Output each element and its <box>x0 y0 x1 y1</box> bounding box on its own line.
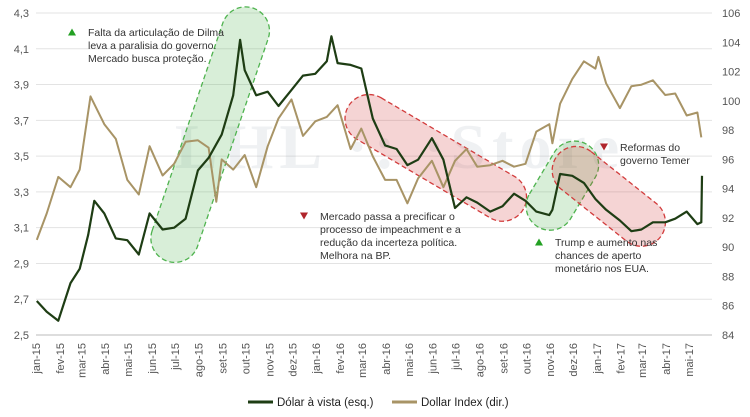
annotation-line: Mercado passa a precificar o <box>320 211 455 223</box>
x-tick: set-15 <box>217 343 229 374</box>
y-tick-left: 4,1 <box>14 44 29 56</box>
legend-label-dollar-index: Dollar Index (dir.) <box>421 397 509 409</box>
highlight-periods <box>150 6 667 264</box>
series-line-dollar-index <box>35 55 703 241</box>
x-tick: jun-16 <box>428 343 440 375</box>
y-tick-left: 2,5 <box>14 330 29 342</box>
y-tick-right: 90 <box>722 242 734 254</box>
x-tick: dez-16 <box>568 343 580 377</box>
annotation-text: Trump e aumento nas chances de aperto mone… <box>555 237 657 275</box>
down-triangle-icon <box>300 212 308 220</box>
y-tick-left: 3,1 <box>14 223 29 235</box>
y-tick-left: 3,9 <box>14 80 29 92</box>
legend-label-dolar: Dólar à vista (esq.) <box>277 397 374 409</box>
gridlines <box>36 12 712 336</box>
annotation-line: leva a paralisia do governo. <box>88 40 216 52</box>
x-tick: abr-17 <box>661 343 673 375</box>
y-tick-right: 94 <box>722 184 734 196</box>
x-tick: dez-15 <box>287 343 299 377</box>
x-tick: fev-16 <box>335 343 347 374</box>
x-tick: abr-15 <box>100 343 112 375</box>
x-tick: set-16 <box>498 343 510 374</box>
annotation-line: redução da incerteza política. <box>320 237 457 249</box>
y-tick-right: 88 <box>722 271 734 283</box>
x-tick: mar-16 <box>357 343 369 378</box>
y-tick-left: 4,3 <box>14 8 29 20</box>
y-tick-left: 2,9 <box>14 258 29 270</box>
y-tick-right: 84 <box>722 330 734 342</box>
x-tick: out-15 <box>240 343 252 374</box>
x-tick: nov-16 <box>545 343 557 377</box>
down-triangle-icon <box>600 143 608 151</box>
y-tick-right: 92 <box>722 213 734 225</box>
y-tick-left: 2,7 <box>14 294 29 306</box>
highlight-capsule <box>150 6 271 264</box>
up-triangle-icon <box>535 238 543 246</box>
annotation-line: Falta da articulação de Dilma <box>88 27 224 39</box>
watermark-text: LHL ·: ·Store <box>175 111 625 182</box>
x-tick: ago-16 <box>475 343 487 377</box>
highlight-capsule <box>551 145 667 247</box>
y-tick-right: 104 <box>722 37 740 49</box>
watermark: LHL ·: ·Store <box>175 111 625 182</box>
x-tick: jul-15 <box>170 343 182 371</box>
x-tick: mar-15 <box>76 343 88 378</box>
x-tick: mar-17 <box>637 343 649 378</box>
y-axis-right: 84 86 88 90 92 94 96 98 100 102 104 106 <box>722 8 740 342</box>
x-tick: abr-16 <box>381 343 393 375</box>
x-axis: jan-15 fev-15 mar-15 abr-15 mai-15 jun-15 jul-… <box>31 343 696 378</box>
annotation-text: Mercado passa a precificar o processo de … <box>320 211 461 262</box>
up-triangle-icon <box>68 28 76 36</box>
annotation-line: Melhora na BP. <box>320 250 391 262</box>
y-tick-right: 96 <box>722 154 734 166</box>
annotation-line: Mercado busca proteção. <box>88 53 206 65</box>
y-tick-left: 3,3 <box>14 187 29 199</box>
x-tick: nov-15 <box>264 343 276 377</box>
annotation-line: processo de impeachment e a <box>320 224 461 236</box>
y-tick-right: 86 <box>722 301 734 313</box>
x-tick: mai-15 <box>123 343 135 377</box>
x-tick: mai-16 <box>404 343 416 377</box>
x-tick: fev-15 <box>55 343 67 374</box>
annotation-line: Reformas do <box>620 142 680 154</box>
x-tick: jan-16 <box>311 343 323 375</box>
x-tick: jan-15 <box>31 343 43 375</box>
x-tick: jul-16 <box>451 343 463 371</box>
x-tick: jan-17 <box>592 343 604 375</box>
y-tick-left: 3,5 <box>14 151 29 163</box>
y-tick-right: 100 <box>722 96 740 108</box>
annotation-line: chances de aperto <box>555 250 642 262</box>
x-tick: out-16 <box>521 343 533 374</box>
annotations: Falta da articulação de Dilma leva a para… <box>68 27 690 275</box>
x-tick: ago-15 <box>194 343 206 377</box>
legend: Dólar à vista (esq.) Dollar Index (dir.) <box>248 397 509 409</box>
x-tick: jun-15 <box>147 343 159 375</box>
y-tick-right: 102 <box>722 67 740 79</box>
y-tick-left: 3,7 <box>14 115 29 127</box>
y-tick-right: 98 <box>722 125 734 137</box>
x-tick: fev-17 <box>616 343 628 374</box>
y-tick-right: 106 <box>722 8 740 20</box>
series-lines <box>35 35 704 322</box>
highlight-capsule <box>344 93 528 222</box>
y-axis-left: 2,5 2,7 2,9 3,1 3,3 3,5 3,7 3,9 4,1 4,3 <box>14 8 29 342</box>
highlight-capsule <box>525 140 600 231</box>
annotation-line: monetário nos EUA. <box>555 263 649 275</box>
annotation-text: Reformas do governo Temer <box>620 142 690 167</box>
annotation-text: Falta da articulação de Dilma leva a para… <box>88 27 224 65</box>
annotation-line: Trump e aumento nas <box>555 237 657 249</box>
series-line-dolar <box>35 35 704 322</box>
annotation-line: governo Temer <box>620 155 690 167</box>
x-tick: mai-17 <box>684 343 696 377</box>
